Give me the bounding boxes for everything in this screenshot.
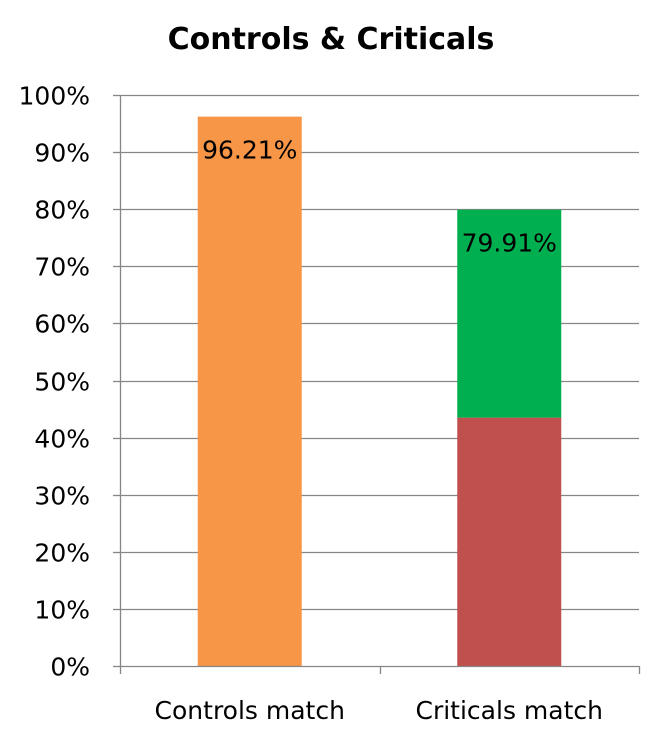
chart-title: Controls & Criticals bbox=[168, 22, 495, 57]
data-labels: 96.21% 79.91% bbox=[202, 136, 557, 258]
y-tick-label: 10% bbox=[34, 596, 90, 625]
axes bbox=[113, 94, 641, 674]
data-label-2: 79.91% bbox=[462, 229, 557, 258]
bar-segment-2-2 bbox=[457, 209, 562, 418]
y-tick-label: 80% bbox=[34, 196, 90, 225]
x-category-label-2: Criticals match bbox=[416, 696, 603, 725]
y-tick-label: 0% bbox=[50, 653, 90, 682]
y-tick-label: 40% bbox=[34, 425, 90, 454]
y-tick-label: 90% bbox=[34, 139, 90, 168]
y-tick-label: 70% bbox=[34, 253, 90, 282]
y-tick-label: 100% bbox=[19, 82, 90, 111]
x-category-labels: Controls match Criticals match bbox=[155, 696, 603, 725]
y-tick-label: 20% bbox=[34, 539, 90, 568]
bar-segment-2-1 bbox=[457, 417, 562, 666]
bar-segment-1-1 bbox=[197, 116, 302, 667]
data-label-1: 96.21% bbox=[202, 136, 297, 165]
y-tick-label: 50% bbox=[34, 368, 90, 397]
y-tick-labels: 0% 10% 20% 30% 40% 50% 60% 70% 80% 90% 100% bbox=[19, 82, 90, 682]
bars bbox=[197, 116, 562, 667]
y-tick-label: 30% bbox=[34, 482, 90, 511]
y-tick-label: 60% bbox=[34, 310, 90, 339]
x-category-label-1: Controls match bbox=[155, 696, 345, 725]
